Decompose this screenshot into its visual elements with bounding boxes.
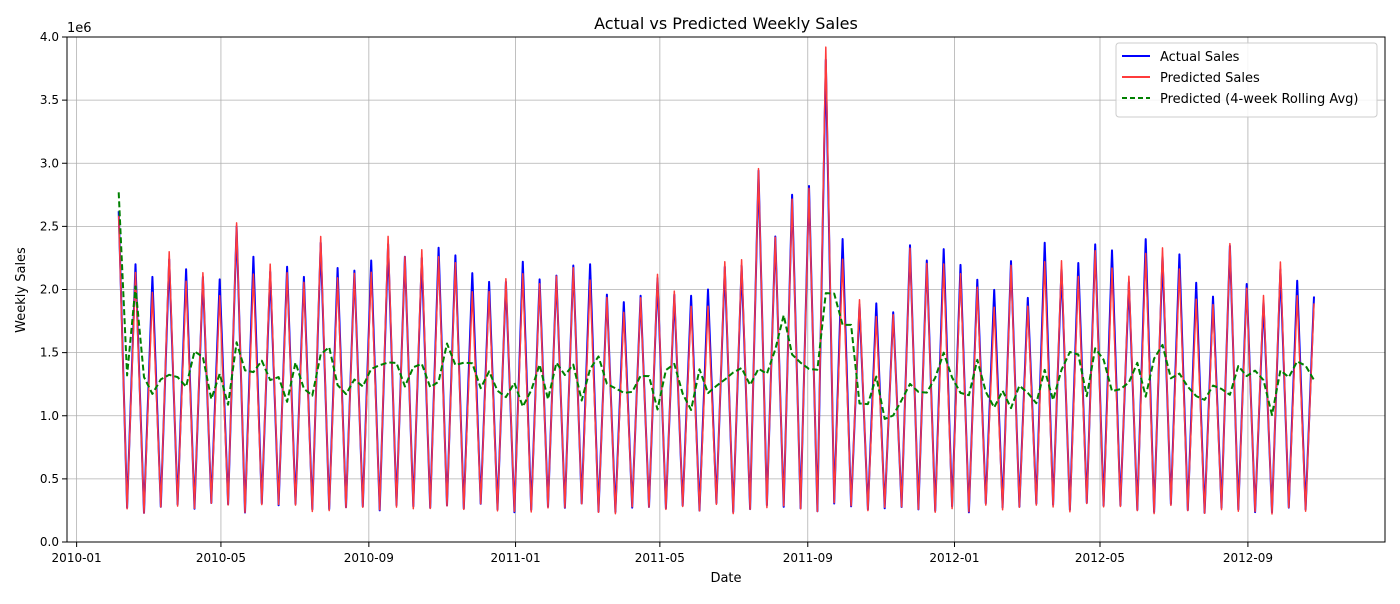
x-tick-label: 2012-05 [1075, 551, 1125, 565]
series-rolling-average [117, 192, 1315, 420]
legend: Actual Sales Predicted Sales Predicted (… [1115, 42, 1378, 118]
x-tick-label: 2011-05 [635, 551, 685, 565]
y-tick-label: 0.0 [40, 535, 59, 549]
y-tick-label: 2.5 [40, 219, 59, 233]
y-tick-label: 1.0 [40, 409, 59, 423]
y-axis-multiplier: 1e6 [67, 21, 92, 36]
legend-label-predicted: Predicted Sales [1160, 71, 1260, 86]
series-predicted-sales [117, 46, 1315, 515]
x-tick-label: 2011-01 [490, 551, 540, 565]
tick-layer: 2010-01 2010-05 2010-09 2011-01 2011-05 2011-… [40, 30, 1273, 565]
y-axis-label: Weekly Sales [14, 247, 29, 333]
x-tick-label: 2010-09 [344, 551, 394, 565]
legend-label-actual: Actual Sales [1160, 50, 1240, 65]
x-tick-label: 2011-09 [783, 551, 833, 565]
y-tick-label: 3.5 [40, 93, 59, 107]
x-tick-label: 2010-01 [52, 551, 102, 565]
x-tick-label: 2010-05 [196, 551, 246, 565]
x-tick-label: 2012-01 [929, 551, 979, 565]
chart-title: Actual vs Predicted Weekly Sales [594, 14, 858, 33]
y-tick-label: 3.0 [40, 156, 59, 170]
y-tick-label: 4.0 [40, 30, 59, 44]
x-axis-label: Date [710, 571, 741, 586]
y-tick-label: 2.0 [40, 283, 59, 297]
legend-box [1115, 42, 1378, 118]
x-tick-label: 2012-09 [1223, 551, 1273, 565]
y-tick-label: 1.5 [40, 346, 59, 360]
legend-label-rolling: Predicted (4-week Rolling Avg) [1160, 92, 1359, 107]
y-tick-label: 0.5 [40, 472, 59, 486]
series-layer [117, 46, 1315, 515]
